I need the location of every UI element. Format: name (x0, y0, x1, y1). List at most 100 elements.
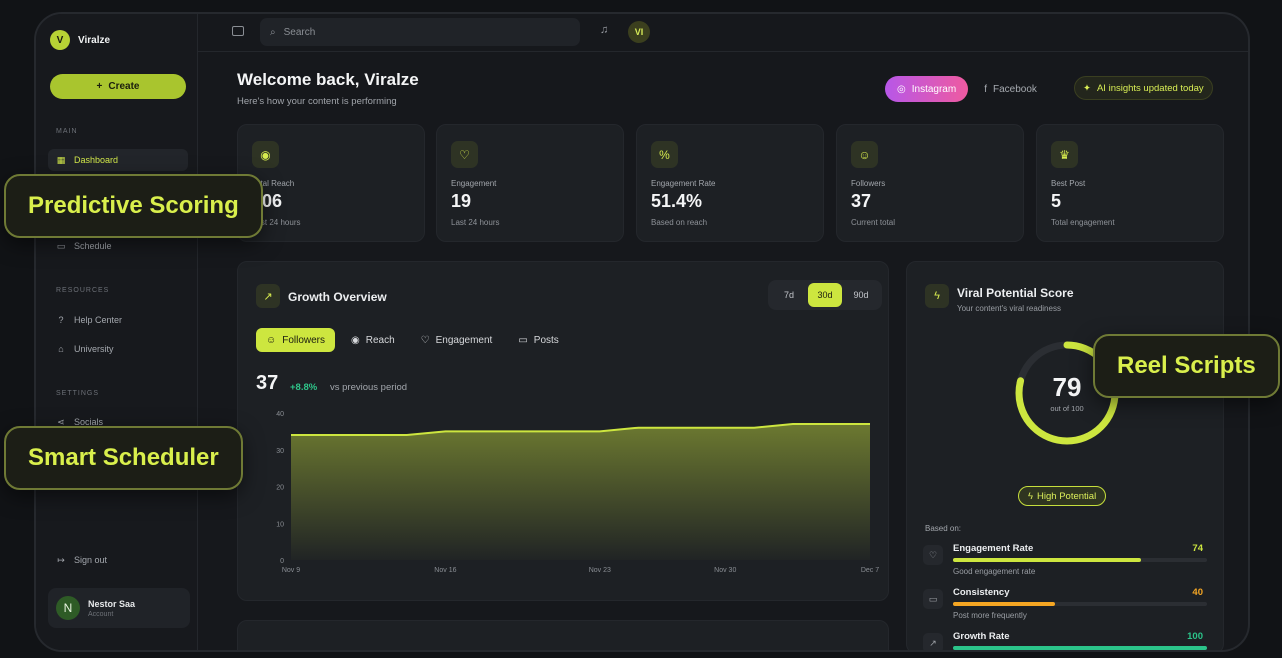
bottom-card (237, 620, 889, 650)
factor-name: Engagement Rate (953, 543, 1034, 554)
sidebar-item-university[interactable]: ⌂ University (48, 338, 188, 360)
tab-label: Followers (282, 334, 326, 346)
based-on-label: Based on: (925, 524, 962, 533)
factor-name: Consistency (953, 587, 1010, 598)
trending-up-icon: ↗ (256, 284, 280, 308)
sidebar-item-help-center[interactable]: ? Help Center (48, 309, 188, 331)
stat-value: 51.4% (651, 191, 703, 211)
growth-value: 37 (256, 372, 279, 394)
stat-sub: Last 24 hours (451, 218, 500, 227)
tab-instagram[interactable]: ◎ Instagram (885, 76, 969, 102)
trending-icon: ↗ (923, 633, 943, 650)
tab-facebook[interactable]: f Facebook (972, 76, 1049, 102)
factor-value: 40 (1192, 587, 1203, 598)
sidebar-item-socials[interactable]: ⋖ Socials (48, 411, 188, 433)
stat-sub: Based on reach (651, 218, 708, 227)
factor-track (953, 602, 1207, 606)
help-icon: ? (58, 315, 64, 325)
x-tick-label: Nov 23 (589, 567, 611, 574)
heart-icon: ♡ (420, 334, 430, 346)
range-30d[interactable]: 30d (808, 283, 842, 307)
factor-engagement-rate: ♡ Engagement Rate 74 Good engagement rat… (923, 543, 1213, 583)
share-icon: ⋖ (57, 417, 65, 427)
account-name: Nestor Saa (88, 598, 136, 609)
search-input[interactable]: ⌕ Search (260, 18, 580, 46)
eye-icon: ◉ (252, 141, 279, 168)
x-tick-label: Nov 16 (434, 567, 456, 574)
viral-title: Viral Potential Score (957, 286, 1074, 300)
brand-logo: V (50, 30, 70, 50)
x-tick-label: Nov 30 (714, 567, 736, 574)
tab-label: Engagement (435, 334, 493, 346)
factor-track (953, 558, 1207, 562)
tab-posts[interactable]: ▭ Posts (508, 328, 568, 352)
stat-value: 5 (1051, 191, 1062, 211)
factor-fill (953, 646, 1207, 650)
bell-icon[interactable]: ♫ (600, 24, 609, 36)
account-card[interactable]: N Nestor Saa Account (48, 588, 190, 628)
factor-name: Growth Rate (953, 631, 1010, 642)
sidebar-item-dashboard[interactable]: ▦ Dashboard (48, 149, 188, 171)
stat-card-total-reach: ◉ Total Reach 106 Last 24 hours (237, 124, 425, 242)
page-subtitle: Here's how your content is performing (237, 96, 397, 107)
graduation-icon: ⌂ (58, 344, 64, 354)
user-avatar[interactable]: VI (628, 21, 650, 43)
tab-label: Reach (365, 334, 395, 346)
search-placeholder: Search (283, 26, 316, 38)
factor-fill (953, 602, 1055, 606)
heart-icon: ♡ (923, 545, 943, 565)
app-window: V Viralze + Create MAIN ▦ Dashboard ▭ Sc… (34, 12, 1250, 652)
brand-name: Viralze (78, 34, 111, 46)
sign-out-icon: ↦ (57, 555, 65, 565)
stat-card-engagement-rate: % Engagement Rate 51.4% Based on reach (636, 124, 824, 242)
factor-growth-rate: ↗ Growth Rate 100 (923, 631, 1213, 650)
calendar-icon: ▭ (56, 241, 66, 251)
sidebar-item-label: Socials (74, 417, 104, 427)
create-button[interactable]: + Create (50, 74, 186, 99)
stat-label: Followers (851, 179, 886, 188)
brand[interactable]: V Viralze (50, 30, 110, 50)
high-potential-badge: ϟ High Potential (1018, 486, 1107, 506)
stat-sub: Last 24 hours (252, 218, 301, 227)
range-7d[interactable]: 7d (783, 290, 794, 300)
sparkle-icon: ✦ (1083, 82, 1091, 94)
factor-sub: Post more frequently (953, 611, 1027, 620)
stat-label: Total Reach (252, 179, 295, 188)
factor-consistency: ▭ Consistency 40 Post more frequently (923, 587, 1213, 627)
tab-label: Facebook (992, 83, 1037, 95)
viral-potential-card: ϟ Viral Potential Score Your content's v… (906, 261, 1224, 650)
x-tick-label: Nov 9 (282, 567, 300, 574)
plus-icon: + (96, 81, 103, 92)
sidebar-item-label: Help Center (74, 315, 123, 325)
growth-chart: 0 10 20 30 40 Nov 9 Nov 16 Nov 23 Nov 30 Dec 7 (276, 411, 879, 574)
percent-icon: % (651, 141, 678, 168)
stat-card-followers: ☺ Followers 37 Current total (836, 124, 1024, 242)
stat-card-engagement: ♡ Engagement 19 Last 24 hours (436, 124, 624, 242)
tab-followers[interactable]: ☺ Followers (256, 328, 336, 352)
range-90d[interactable]: 90d (853, 290, 869, 300)
growth-vs-label: vs previous period (330, 382, 408, 393)
tab-engagement[interactable]: ♡ Engagement (411, 328, 503, 352)
callout-smart-scheduler: Smart Scheduler (4, 426, 243, 490)
series-area (291, 424, 870, 560)
sidebar-toggle-icon[interactable] (232, 26, 244, 36)
sidebar: V Viralze + Create MAIN ▦ Dashboard ▭ Sc… (36, 14, 198, 650)
create-label: Create (108, 81, 140, 92)
growth-title: Growth Overview (288, 290, 387, 304)
heart-icon: ♡ (451, 141, 478, 168)
stat-label: Engagement Rate (651, 179, 716, 188)
grid-icon: ▦ (56, 155, 66, 165)
callout-reel-scripts: Reel Scripts (1093, 334, 1280, 398)
eye-icon: ◉ (351, 334, 360, 346)
topbar: ⌕ Search ♫ VI (198, 14, 1248, 52)
page-title: Welcome back, Viralze (237, 70, 419, 89)
tab-reach[interactable]: ◉ Reach (341, 328, 405, 352)
factor-track (953, 646, 1207, 650)
sign-out-button[interactable]: ↦ Sign out (48, 549, 188, 571)
callout-predictive-scoring: Predictive Scoring (4, 174, 263, 238)
sidebar-item-label: Dashboard (74, 155, 119, 165)
platform-switcher: ◎ Instagram f Facebook (885, 76, 1049, 102)
series-line (291, 423, 870, 437)
y-tick-label: 40 (276, 411, 284, 418)
sidebar-item-schedule[interactable]: ▭ Schedule (48, 235, 188, 257)
